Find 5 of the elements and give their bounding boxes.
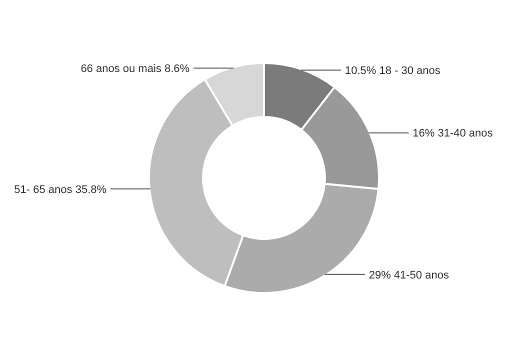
slice-label: 16% 31-40 anos <box>412 128 494 140</box>
slice-label: 29% 41-50 anos <box>368 269 450 282</box>
slice-label: 10.5% 18 - 30 anos <box>344 65 441 78</box>
slice-label: 51- 65 anos 35.8% <box>14 184 107 196</box>
slice-label: 66 anos ou mais 8.6% <box>80 62 190 75</box>
